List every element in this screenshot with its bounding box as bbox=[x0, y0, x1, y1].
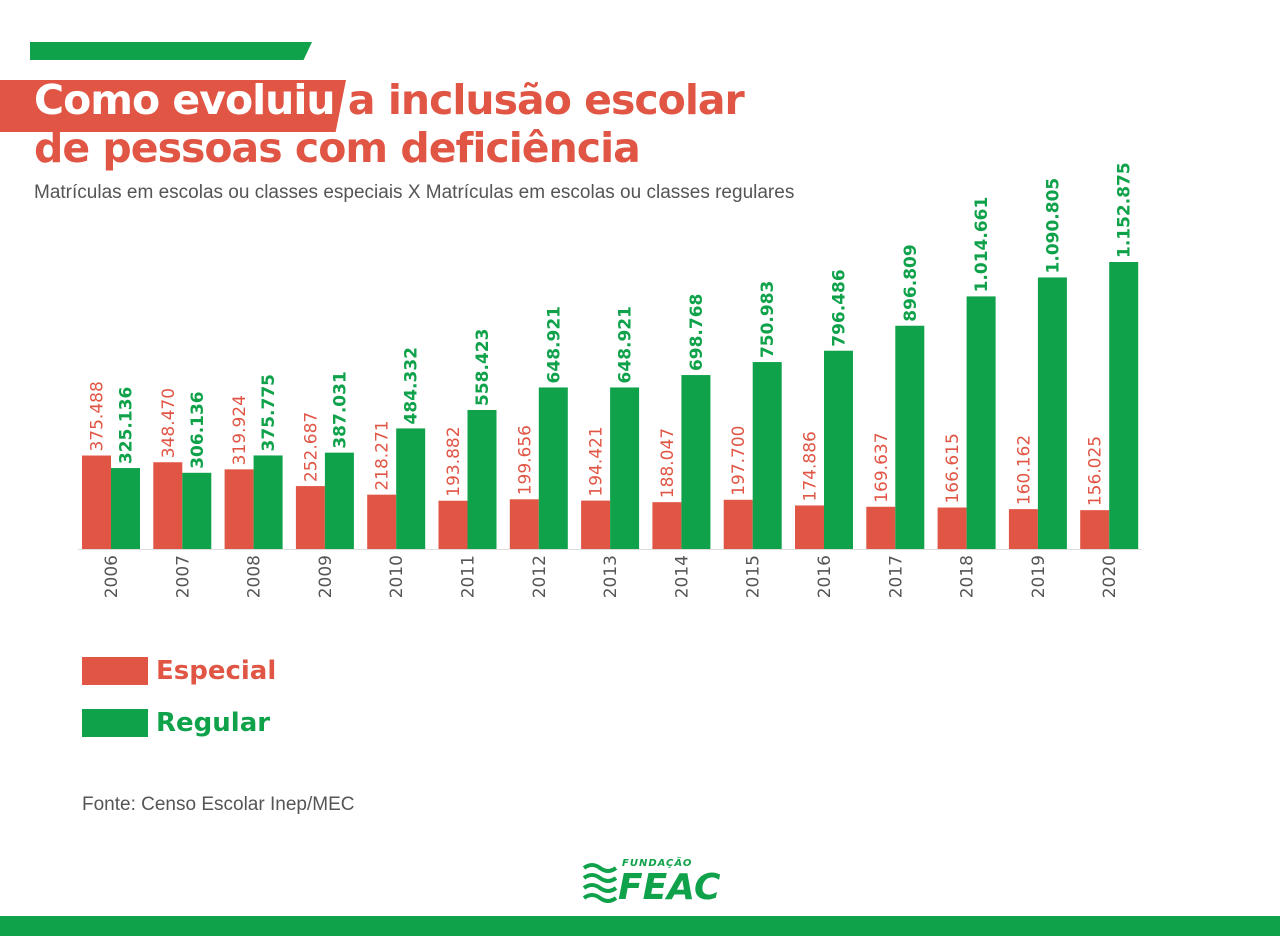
title-rest-text: a inclusão escolar bbox=[347, 76, 745, 124]
x-tick-label-2006: 2006 bbox=[102, 555, 122, 598]
x-tick-label-2009: 2009 bbox=[316, 555, 336, 598]
data-label-especial-2015: 197.700 bbox=[729, 425, 749, 495]
logo-big-text: FEAC bbox=[618, 867, 721, 908]
title-highlight-background bbox=[0, 80, 346, 132]
x-tick-label-2014: 2014 bbox=[672, 555, 692, 598]
data-label-especial-2019: 160.162 bbox=[1014, 435, 1034, 505]
data-label-regular-2010: 484.332 bbox=[402, 347, 422, 424]
bar-regular-2007 bbox=[182, 472, 212, 549]
data-label-especial-2010: 218.271 bbox=[373, 420, 393, 490]
bar-regular-2008 bbox=[253, 455, 283, 549]
x-tick-label-2013: 2013 bbox=[601, 555, 621, 598]
data-label-regular-2017: 896.809 bbox=[901, 244, 921, 321]
legend-item-especial: Especial bbox=[82, 656, 276, 686]
data-label-especial-2020: 156.025 bbox=[1086, 436, 1106, 506]
bar-regular-2011 bbox=[467, 409, 497, 549]
legend-label-especial: Especial bbox=[156, 656, 277, 686]
x-tick-label-2019: 2019 bbox=[1029, 555, 1049, 598]
chart-subtitle: Matrículas em escolas ou classes especia… bbox=[34, 182, 795, 203]
chart-title: Como evoluiu a inclusão escolar de pessoa… bbox=[34, 76, 745, 172]
bar-especial-2013 bbox=[581, 500, 611, 549]
data-label-regular-2018: 1.014.661 bbox=[972, 197, 992, 293]
x-tick-label-2007: 2007 bbox=[173, 555, 193, 598]
title-line2-text: de pessoas com deficiência bbox=[34, 124, 641, 172]
data-label-regular-2020: 1.152.875 bbox=[1115, 162, 1135, 258]
data-label-especial-2012: 199.656 bbox=[515, 425, 535, 495]
feac-logo-mark-icon bbox=[582, 863, 618, 903]
data-label-especial-2007: 348.470 bbox=[159, 388, 179, 458]
data-label-especial-2011: 193.882 bbox=[444, 426, 464, 496]
bar-regular-2020 bbox=[1109, 262, 1139, 549]
bar-regular-2016 bbox=[824, 350, 853, 549]
source-note: Fonte: Censo Escolar Inep/MEC bbox=[82, 794, 355, 815]
data-label-regular-2012: 648.921 bbox=[544, 306, 564, 383]
x-tick-label-2020: 2020 bbox=[1100, 555, 1120, 598]
bar-regular-2019 bbox=[1037, 277, 1067, 549]
bar-especial-2011 bbox=[438, 500, 468, 549]
title-highlight-text: Como evoluiu bbox=[34, 76, 336, 124]
bar-regular-2014 bbox=[681, 375, 711, 549]
bar-regular-2009 bbox=[324, 452, 354, 549]
bar-regular-2018 bbox=[966, 296, 996, 549]
bar-especial-2020 bbox=[1080, 510, 1110, 549]
bar-regular-2010 bbox=[396, 428, 426, 549]
data-label-regular-2007: 306.136 bbox=[188, 391, 208, 468]
bar-especial-2018 bbox=[937, 507, 967, 549]
x-tick-label-2017: 2017 bbox=[886, 555, 906, 598]
legend-item-regular: Regular bbox=[82, 708, 270, 738]
data-label-regular-2009: 387.031 bbox=[330, 371, 350, 448]
data-label-especial-2014: 188.047 bbox=[658, 428, 678, 498]
bar-regular-2017 bbox=[895, 325, 925, 549]
data-label-especial-2016: 174.886 bbox=[801, 431, 821, 501]
bar-especial-2019 bbox=[1008, 509, 1038, 549]
bar-especial-2012 bbox=[509, 499, 539, 549]
data-label-especial-2009: 252.687 bbox=[301, 412, 321, 482]
data-label-regular-2006: 325.136 bbox=[117, 387, 137, 464]
x-tick-label-2016: 2016 bbox=[815, 555, 835, 598]
data-label-regular-2014: 698.768 bbox=[687, 294, 707, 371]
data-label-especial-2008: 319.924 bbox=[230, 395, 250, 465]
bar-especial-2017 bbox=[866, 506, 896, 549]
bar-chart: 375.488 325.136 2006 348.470 306.136 2007 319.… bbox=[78, 162, 1142, 598]
bar-especial-2014 bbox=[652, 502, 682, 549]
data-label-especial-2018: 166.615 bbox=[943, 433, 963, 503]
bar-regular-2013 bbox=[610, 387, 640, 549]
legend-swatch-regular bbox=[82, 709, 148, 737]
x-tick-label-2018: 2018 bbox=[958, 555, 978, 598]
bottom-accent-bar bbox=[0, 916, 1280, 936]
logo-small-text: FUNDAÇÃO bbox=[622, 858, 693, 869]
top-accent-stripe bbox=[30, 42, 312, 60]
data-label-regular-2019: 1.090.805 bbox=[1043, 178, 1063, 274]
bar-especial-2006 bbox=[82, 455, 111, 549]
data-label-especial-2013: 194.421 bbox=[587, 426, 607, 496]
x-tick-label-2015: 2015 bbox=[744, 555, 764, 598]
feac-logo: FUNDAÇÃO FEAC bbox=[582, 858, 720, 910]
data-label-regular-2015: 750.983 bbox=[758, 281, 778, 358]
x-tick-label-2010: 2010 bbox=[387, 555, 407, 598]
data-label-regular-2008: 375.775 bbox=[259, 374, 279, 451]
bar-regular-2012 bbox=[538, 387, 568, 549]
bar-especial-2007 bbox=[153, 462, 183, 549]
x-tick-label-2011: 2011 bbox=[459, 555, 479, 598]
bar-regular-2006 bbox=[111, 468, 140, 549]
bar-regular-2015 bbox=[752, 362, 782, 549]
bar-especial-2010 bbox=[367, 494, 397, 549]
bar-especial-2009 bbox=[295, 486, 325, 549]
data-label-especial-2017: 169.637 bbox=[872, 432, 892, 502]
x-tick-label-2008: 2008 bbox=[245, 555, 265, 598]
bar-especial-2015 bbox=[723, 499, 753, 549]
legend-swatch-especial bbox=[82, 657, 148, 685]
data-label-regular-2011: 558.423 bbox=[473, 329, 493, 406]
data-label-especial-2006: 375.488 bbox=[88, 381, 108, 451]
data-label-regular-2013: 648.921 bbox=[616, 306, 636, 383]
bar-especial-2008 bbox=[224, 469, 254, 549]
x-tick-label-2012: 2012 bbox=[530, 555, 550, 598]
legend-label-regular: Regular bbox=[156, 708, 271, 738]
bar-especial-2016 bbox=[795, 505, 824, 549]
data-label-regular-2016: 796.486 bbox=[830, 269, 850, 346]
